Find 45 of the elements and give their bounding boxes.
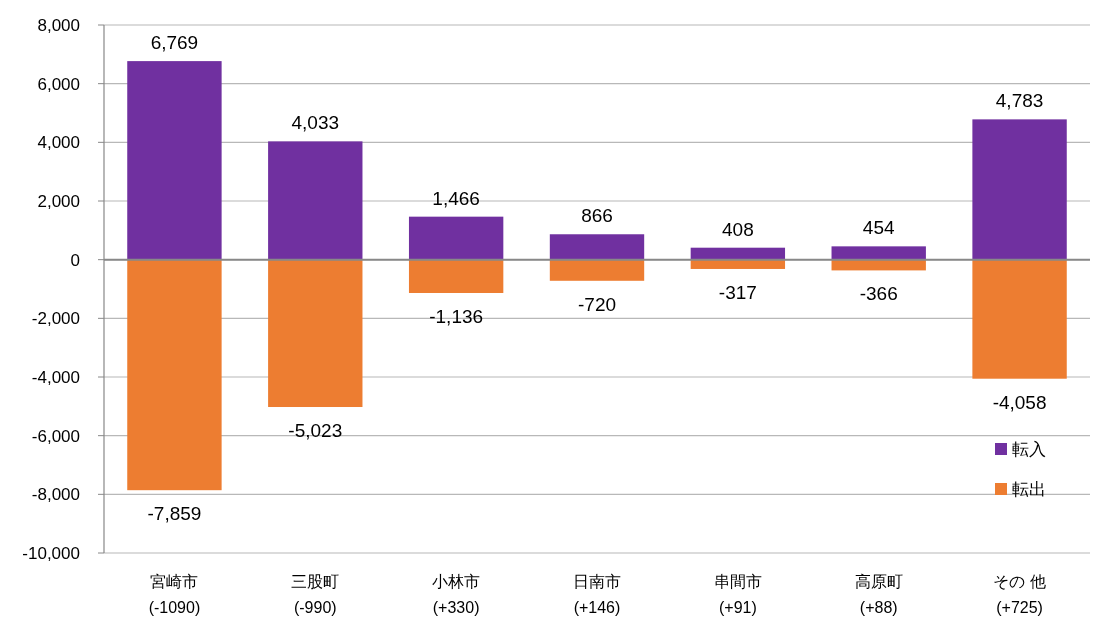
data-label: 4,033: [291, 112, 340, 134]
bar: [549, 259, 645, 281]
bar: [972, 259, 1067, 379]
legend-label: 転入: [1012, 440, 1046, 459]
x-tick-label: 宮崎市 (-1090): [148, 573, 201, 616]
x-tick-label: 高原町 (+88): [854, 573, 903, 616]
bar: [268, 259, 363, 408]
y-tick-label: 8,000: [37, 16, 80, 35]
bar: [127, 259, 222, 491]
data-label: 454: [862, 217, 895, 239]
bar: [690, 247, 786, 260]
bar: [268, 141, 363, 260]
data-label: -366: [859, 283, 898, 305]
data-label: -1,136: [429, 305, 484, 327]
bar: [831, 246, 926, 260]
bar: [972, 119, 1067, 260]
y-tick-label: -2,000: [31, 309, 80, 329]
data-label: 866: [581, 205, 613, 227]
x-tick-label: 串間市 (+91): [713, 573, 762, 616]
x-tick-label: 日南市 (+146): [573, 573, 621, 616]
y-tick-label: -6,000: [31, 426, 80, 446]
y-tick-label: -4,000: [31, 368, 80, 387]
data-label: -5,023: [288, 420, 343, 442]
x-tick-label: 小林市 (+330): [432, 573, 481, 616]
data-label: 408: [722, 218, 754, 240]
y-tick-label: -8,000: [31, 485, 80, 505]
x-tick-label: その 他 (+725): [993, 573, 1046, 616]
data-label: 1,466: [432, 187, 480, 209]
y-tick-label: 2,000: [37, 192, 80, 211]
bar: [127, 61, 222, 260]
y-tick-label: 0: [70, 250, 80, 270]
y-tick-label: -10,000: [22, 544, 80, 563]
data-label: 4,783: [995, 90, 1044, 112]
bar: [408, 259, 504, 293]
data-label: 6,769: [150, 32, 199, 54]
data-label: -317: [718, 281, 757, 303]
y-tick-label: 6,000: [37, 74, 80, 94]
data-label: -7,859: [147, 503, 202, 525]
x-tick-label: 三股町 (-990): [291, 573, 340, 616]
bar: [549, 234, 645, 260]
legend-label: 転出: [1012, 480, 1046, 499]
y-tick-label: 4,000: [37, 133, 80, 153]
data-label: -4,058: [992, 391, 1047, 413]
data-label: -720: [577, 293, 617, 315]
bar: [408, 216, 504, 260]
